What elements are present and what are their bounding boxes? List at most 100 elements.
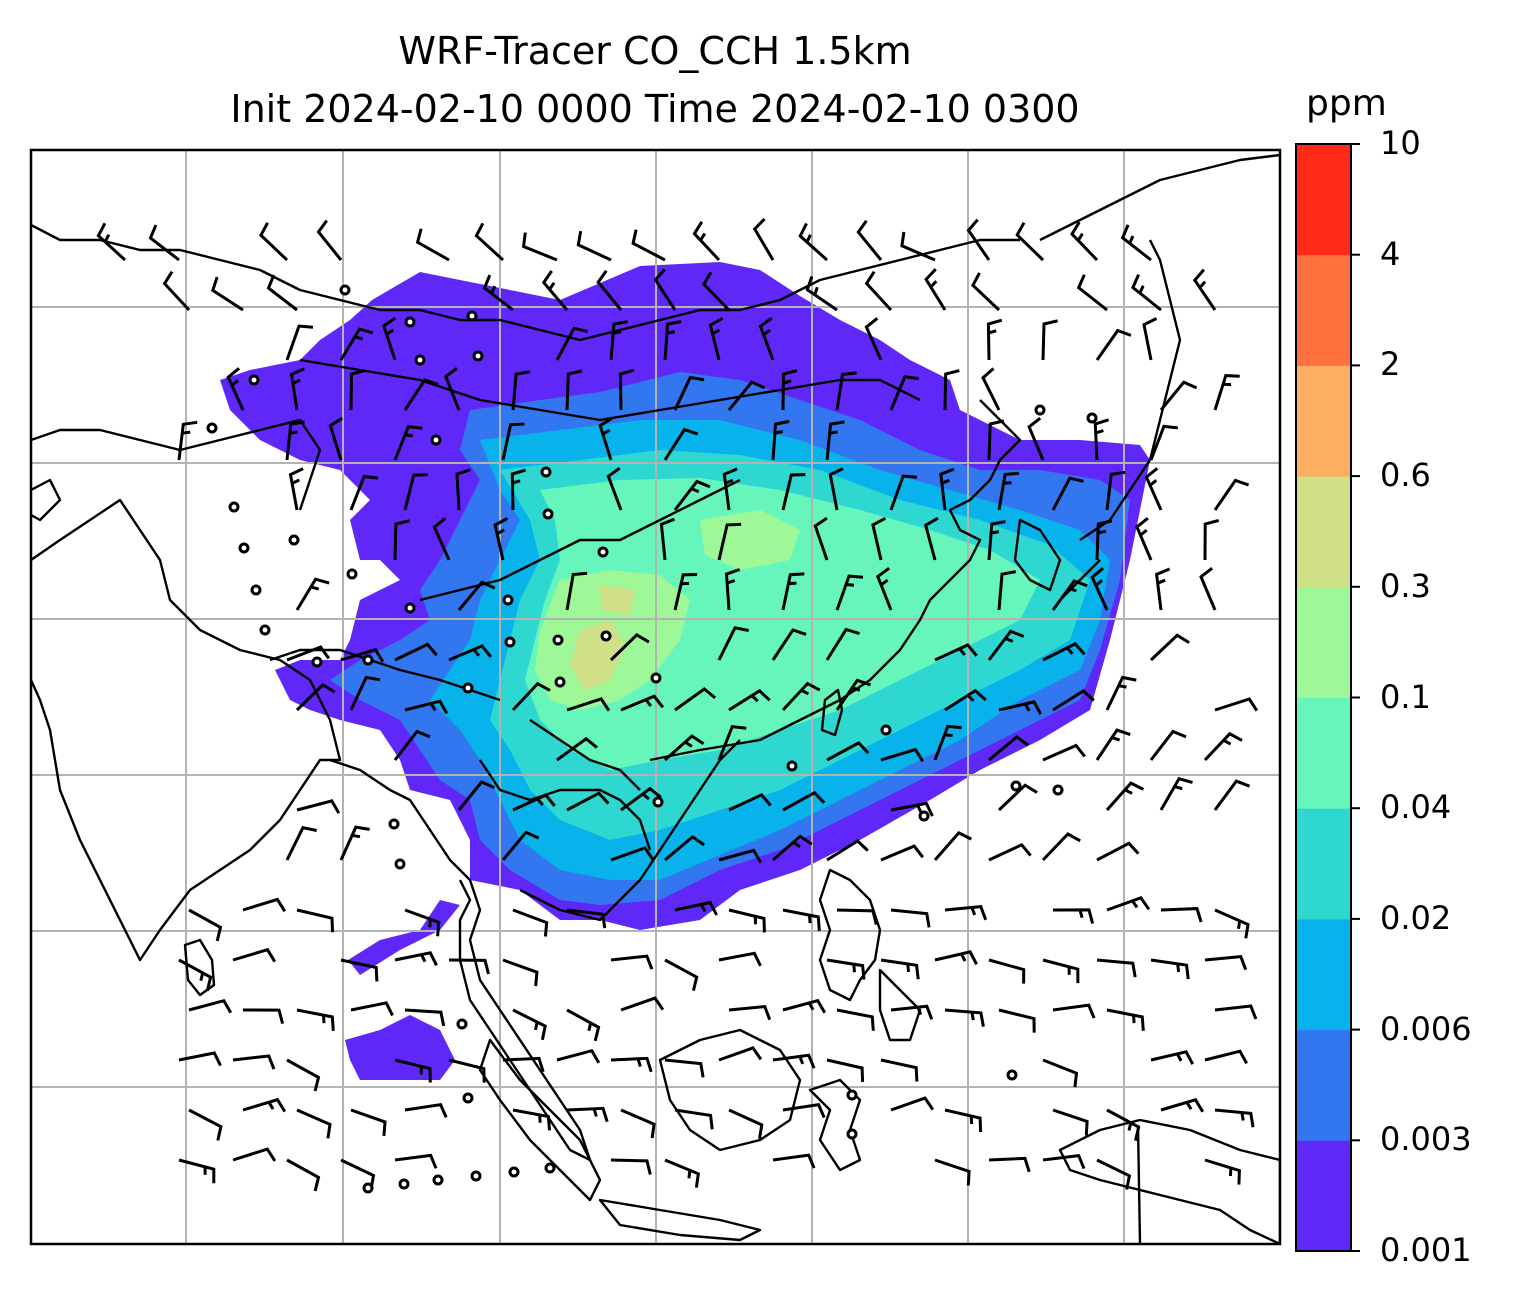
wind-barb bbox=[493, 517, 509, 561]
colorbar-segment bbox=[1296, 254, 1351, 366]
wind-barb bbox=[1051, 579, 1088, 611]
wind-barb bbox=[340, 958, 379, 982]
wind-barb bbox=[828, 467, 844, 511]
wind-barb bbox=[259, 222, 289, 262]
coastline-arabian bbox=[31, 478, 62, 522]
calm-wind-marker bbox=[414, 354, 426, 366]
wind-barb bbox=[890, 801, 934, 817]
wind-barb bbox=[289, 367, 305, 411]
wind-barb bbox=[826, 958, 866, 980]
wind-barb bbox=[890, 1096, 935, 1112]
wind-barb bbox=[188, 998, 233, 1014]
wind-barb bbox=[825, 420, 845, 461]
colorbar-segment bbox=[1296, 365, 1351, 477]
calm-wind-marker bbox=[462, 682, 474, 694]
wind-barb bbox=[981, 367, 1001, 411]
wind-barb bbox=[610, 954, 654, 970]
wind-barb bbox=[1150, 1050, 1195, 1065]
colorbar-tick-label: 0.003 bbox=[1380, 1120, 1472, 1159]
wind-barb bbox=[664, 958, 699, 992]
wind-barb bbox=[1213, 779, 1251, 811]
wind-barb bbox=[521, 232, 558, 262]
calm-wind-marker bbox=[1034, 404, 1046, 416]
wind-barb bbox=[943, 369, 960, 411]
wind-barb bbox=[631, 229, 666, 262]
coastline-russia-far-east bbox=[1039, 153, 1280, 242]
wind-barb bbox=[1095, 519, 1113, 561]
calm-wind-marker bbox=[430, 434, 442, 446]
calm-wind-marker bbox=[918, 810, 930, 822]
wind-barb bbox=[1106, 895, 1151, 912]
wind-barb bbox=[1027, 417, 1045, 461]
wind-barb bbox=[96, 222, 127, 262]
wind-barb bbox=[285, 826, 317, 861]
wind-barb bbox=[349, 675, 381, 711]
wind-barb bbox=[782, 998, 827, 1014]
wind-barb bbox=[1159, 380, 1198, 411]
wind-barb bbox=[566, 791, 610, 812]
colorbar-tick-label: 0.04 bbox=[1380, 788, 1452, 827]
coastline-sulawesi bbox=[808, 1078, 862, 1172]
colorbar-segment bbox=[1296, 918, 1351, 1031]
calm-wind-marker bbox=[248, 374, 260, 386]
calm-wind-marker bbox=[388, 818, 400, 830]
wind-barb bbox=[674, 900, 718, 916]
wind-barb bbox=[864, 270, 893, 312]
wind-barb bbox=[512, 1008, 547, 1041]
colorbar-tick-label: 0.6 bbox=[1380, 456, 1431, 495]
map-title-line1: WRF-Tracer CO_CCH 1.5km bbox=[398, 29, 912, 73]
colorbar-segment bbox=[1296, 476, 1351, 588]
wind-barb bbox=[782, 1103, 826, 1119]
calm-wind-marker bbox=[404, 602, 416, 614]
colorbar-segment bbox=[1296, 808, 1351, 920]
wind-barb bbox=[455, 468, 471, 511]
wind-barb bbox=[900, 231, 936, 262]
calm-wind-marker bbox=[470, 1170, 482, 1182]
wind-barb bbox=[556, 736, 598, 762]
colorbar-segment bbox=[1296, 1029, 1351, 1141]
wind-barb bbox=[350, 1108, 387, 1137]
calm-wind-marker bbox=[1086, 412, 1098, 424]
calm-wind-marker bbox=[398, 1178, 410, 1190]
wind-barb bbox=[1076, 274, 1108, 312]
wind-barb bbox=[620, 1108, 656, 1139]
wind-barb bbox=[890, 1004, 934, 1020]
wind-barb bbox=[1052, 1108, 1089, 1136]
wind-barb bbox=[664, 734, 705, 762]
wind-barb bbox=[663, 320, 682, 361]
wind-barb bbox=[1042, 1058, 1079, 1088]
wind-barb bbox=[1052, 689, 1095, 712]
wind-barb bbox=[708, 316, 724, 361]
colorbar-frame bbox=[1295, 143, 1352, 1252]
wind-barb bbox=[944, 904, 988, 921]
wind-barb bbox=[924, 268, 947, 311]
wind-barb bbox=[1199, 567, 1217, 611]
wind-barb bbox=[944, 1008, 985, 1027]
wind-barb bbox=[555, 326, 588, 361]
calm-wind-marker bbox=[456, 1018, 468, 1030]
wind-barb bbox=[474, 222, 505, 262]
calm-wind-marker bbox=[472, 350, 484, 362]
wind-barb bbox=[674, 1108, 714, 1130]
wind-barb bbox=[1015, 221, 1045, 262]
wind-barb bbox=[653, 268, 677, 311]
wind-barb bbox=[988, 842, 1032, 862]
wind-barb bbox=[772, 1053, 816, 1069]
wind-barb bbox=[286, 645, 331, 662]
wind-barb bbox=[566, 1008, 601, 1042]
calm-wind-marker bbox=[540, 466, 552, 478]
wind-barb bbox=[566, 1106, 609, 1123]
wind-barb bbox=[1149, 729, 1187, 761]
calm-wind-marker bbox=[650, 672, 662, 684]
wind-barb bbox=[620, 694, 664, 712]
wind-barb bbox=[835, 574, 864, 611]
field-level-0.3-patch bbox=[600, 585, 635, 615]
calm-wind-marker bbox=[228, 501, 240, 513]
wind-barb bbox=[285, 420, 305, 461]
calm-wind-marker bbox=[339, 284, 351, 296]
wind-barb bbox=[933, 831, 972, 861]
wind-barb bbox=[242, 1097, 287, 1113]
border-mongolia bbox=[299, 358, 921, 422]
wind-barb bbox=[1203, 518, 1220, 561]
wind-barb bbox=[663, 427, 699, 461]
